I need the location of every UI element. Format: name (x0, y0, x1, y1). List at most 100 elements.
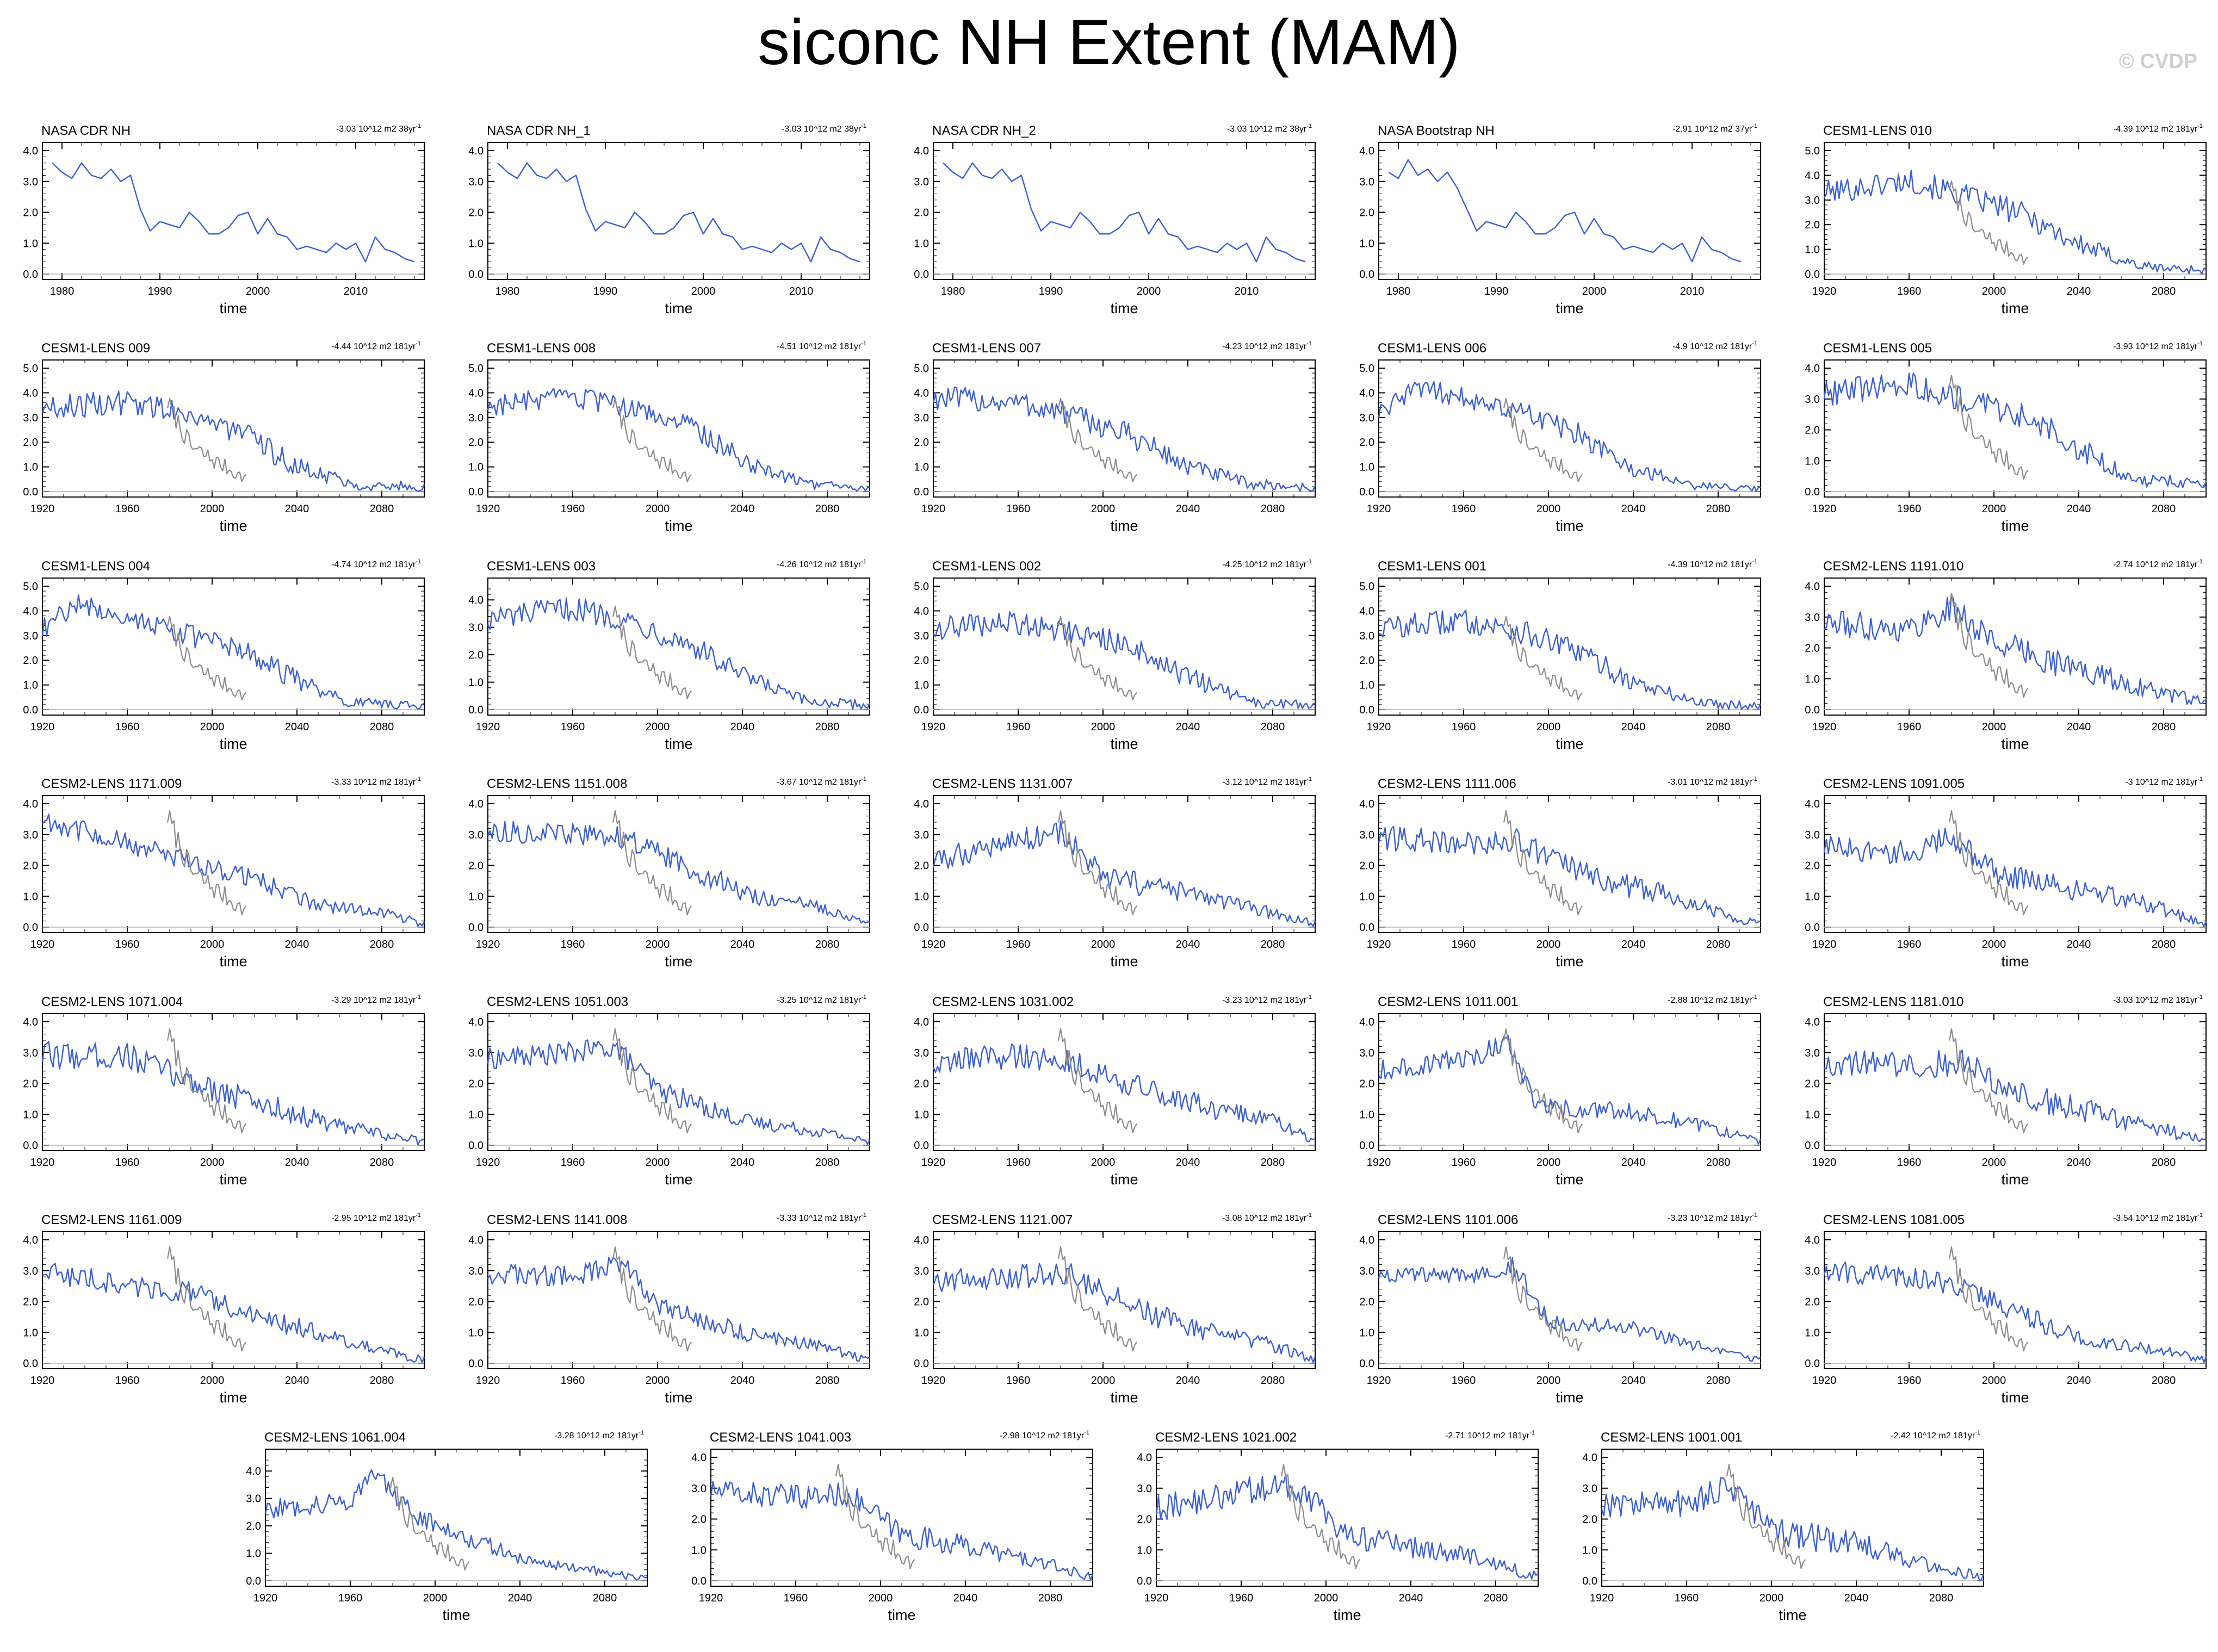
x-tick-label: 1960 (1897, 721, 1922, 733)
plot-frame (265, 1449, 648, 1587)
y-tick-label: 1.0 (1359, 1327, 1374, 1339)
trend-label: -2.98 10^12 m2 181yr-1 (1000, 1430, 1089, 1440)
x-tick-label: 2000 (1091, 721, 1116, 733)
chart-panel: CESM2-LENS 1131.007 -3.12 10^12 m2 181yr-… (914, 776, 1316, 970)
y-tick-label: 3.0 (1359, 1265, 1374, 1277)
chart-panel: CESM2-LENS 1121.007 -3.08 10^12 m2 181yr-… (914, 1212, 1316, 1406)
y-tick-label: 3.0 (468, 1265, 484, 1277)
y-tick-label: 0.0 (914, 486, 929, 498)
y-tick-label: 4.0 (468, 387, 484, 399)
y-tick-label: 2.0 (1805, 643, 1820, 655)
y-tick-label: 4.0 (246, 1465, 261, 1477)
x-tick-label: 1960 (1452, 503, 1476, 515)
x-tick-label: 1920 (1367, 1157, 1391, 1169)
plot-frame (1824, 359, 2207, 498)
y-tick-label: 2.0 (1582, 1514, 1597, 1526)
y-tick-label: 1.0 (691, 1544, 707, 1556)
obs-series-line (167, 1246, 247, 1352)
y-tick-label: 3.0 (23, 176, 38, 188)
obs-series-line (1949, 1246, 2029, 1352)
x-tick-label: 1920 (699, 1592, 723, 1604)
y-tick-label: 1.0 (1805, 891, 1820, 903)
y-tick-label: 2.0 (691, 1514, 707, 1526)
y-tick-label: 1.0 (914, 238, 929, 250)
x-tick-label: 1920 (1812, 1375, 1837, 1387)
y-tick-label: 3.0 (23, 1047, 38, 1059)
x-tick-label: 1920 (921, 721, 946, 733)
model-series-line (1378, 825, 1761, 926)
trend-superscript: -1 (861, 558, 866, 565)
x-tick-label: 2080 (2152, 1157, 2176, 1169)
obs-series-line (1949, 810, 2029, 916)
y-tick-label: 1.0 (23, 891, 38, 903)
x-tick-label: 1960 (784, 1592, 808, 1604)
x-tick-label: 1960 (115, 503, 140, 515)
x-axis-label: time (1556, 736, 1583, 752)
model-series-line (932, 386, 1316, 492)
y-tick-label: 3.0 (246, 1493, 261, 1505)
x-tick-label: 2040 (730, 721, 755, 733)
trend-superscript: -1 (416, 1212, 421, 1219)
x-axis-label: time (219, 300, 247, 316)
x-tick-label: 1920 (476, 1375, 500, 1387)
x-tick-label: 1960 (1006, 503, 1031, 515)
plot-frame (933, 795, 1316, 933)
chart-panel: CESM2-LENS 1171.009 -3.33 10^12 m2 181yr-… (23, 776, 425, 970)
x-tick-label: 2080 (593, 1592, 617, 1604)
x-axis-label: time (1110, 1389, 1138, 1406)
y-tick-label: 4.0 (1805, 581, 1820, 593)
x-tick-label: 1960 (1006, 1375, 1031, 1387)
x-axis-label: time (1333, 1607, 1361, 1623)
x-tick-label: 2000 (1982, 503, 2006, 515)
y-tick-label: 5.0 (23, 581, 38, 593)
x-axis-label: time (665, 736, 692, 752)
y-tick-label: 1.0 (1137, 1544, 1152, 1556)
panel-title: CESM2-LENS 1101.006 (1378, 1213, 1518, 1227)
x-tick-label: 2080 (1929, 1592, 1954, 1604)
panel-title: CESM2-LENS 1181.010 (1823, 995, 1963, 1009)
panel-title: CESM1-LENS 008 (487, 341, 596, 356)
y-tick-label: 0.0 (468, 1140, 484, 1152)
y-tick-label: 0.0 (1805, 704, 1820, 716)
y-tick-label: 0.0 (1359, 269, 1374, 281)
trend-superscript: -1 (1752, 1212, 1757, 1219)
trend-label: -4.51 10^12 m2 181yr-1 (777, 340, 866, 351)
panel-title: CESM2-LENS 1051.003 (487, 995, 628, 1009)
obs-series-line (1281, 1464, 1361, 1569)
plot-frame (933, 577, 1316, 716)
x-tick-label: 1980 (941, 285, 965, 297)
trend-superscript: -1 (1529, 1430, 1535, 1436)
x-axis-label: time (1110, 518, 1138, 534)
obs-series-line (1503, 398, 1583, 482)
panel-title: CESM2-LENS 1091.005 (1823, 777, 1965, 791)
model-series-line (1824, 1049, 2207, 1142)
x-tick-label: 2040 (730, 1157, 755, 1169)
y-tick-label: 2.0 (468, 437, 484, 449)
model-series-line (41, 594, 425, 710)
x-tick-label: 2000 (200, 721, 225, 733)
x-tick-label: 2000 (423, 1592, 448, 1604)
x-tick-label: 2040 (1621, 1157, 1646, 1169)
x-tick-label: 2040 (285, 721, 309, 733)
chart-panel: CESM2-LENS 1151.008 -3.67 10^12 m2 181yr-… (468, 776, 870, 970)
x-tick-label: 2000 (1314, 1592, 1339, 1604)
trend-label: -3.12 10^12 m2 181yr-1 (1222, 776, 1312, 787)
obs-series-line (167, 398, 247, 482)
panel-title: NASA CDR NH (41, 123, 131, 138)
trend-superscript: -1 (2197, 558, 2203, 565)
y-tick-label: 4.0 (1805, 170, 1820, 182)
trend-label: -3.03 10^12 m2 181yr-1 (2113, 994, 2203, 1005)
chart-panel: CESM2-LENS 1021.002 -2.71 10^12 m2 181yr-… (1137, 1430, 1539, 1623)
y-tick-label: 0.0 (1582, 1575, 1597, 1587)
y-tick-label: 4.0 (23, 145, 38, 157)
chart-panel: CESM2-LENS 1111.006 -3.01 10^12 m2 181yr-… (1359, 776, 1761, 970)
trend-label: -4.9 10^12 m2 181yr-1 (1672, 340, 1757, 351)
y-tick-label: 0.0 (914, 1358, 929, 1370)
x-tick-label: 2000 (646, 1157, 670, 1169)
trend-superscript: -1 (1306, 340, 1312, 347)
y-tick-label: 4.0 (1805, 1016, 1820, 1028)
model-series-line (52, 162, 415, 263)
y-tick-label: 4.0 (1582, 1452, 1597, 1464)
x-tick-label: 2040 (2067, 939, 2091, 951)
y-tick-label: 4.0 (1805, 363, 1820, 375)
